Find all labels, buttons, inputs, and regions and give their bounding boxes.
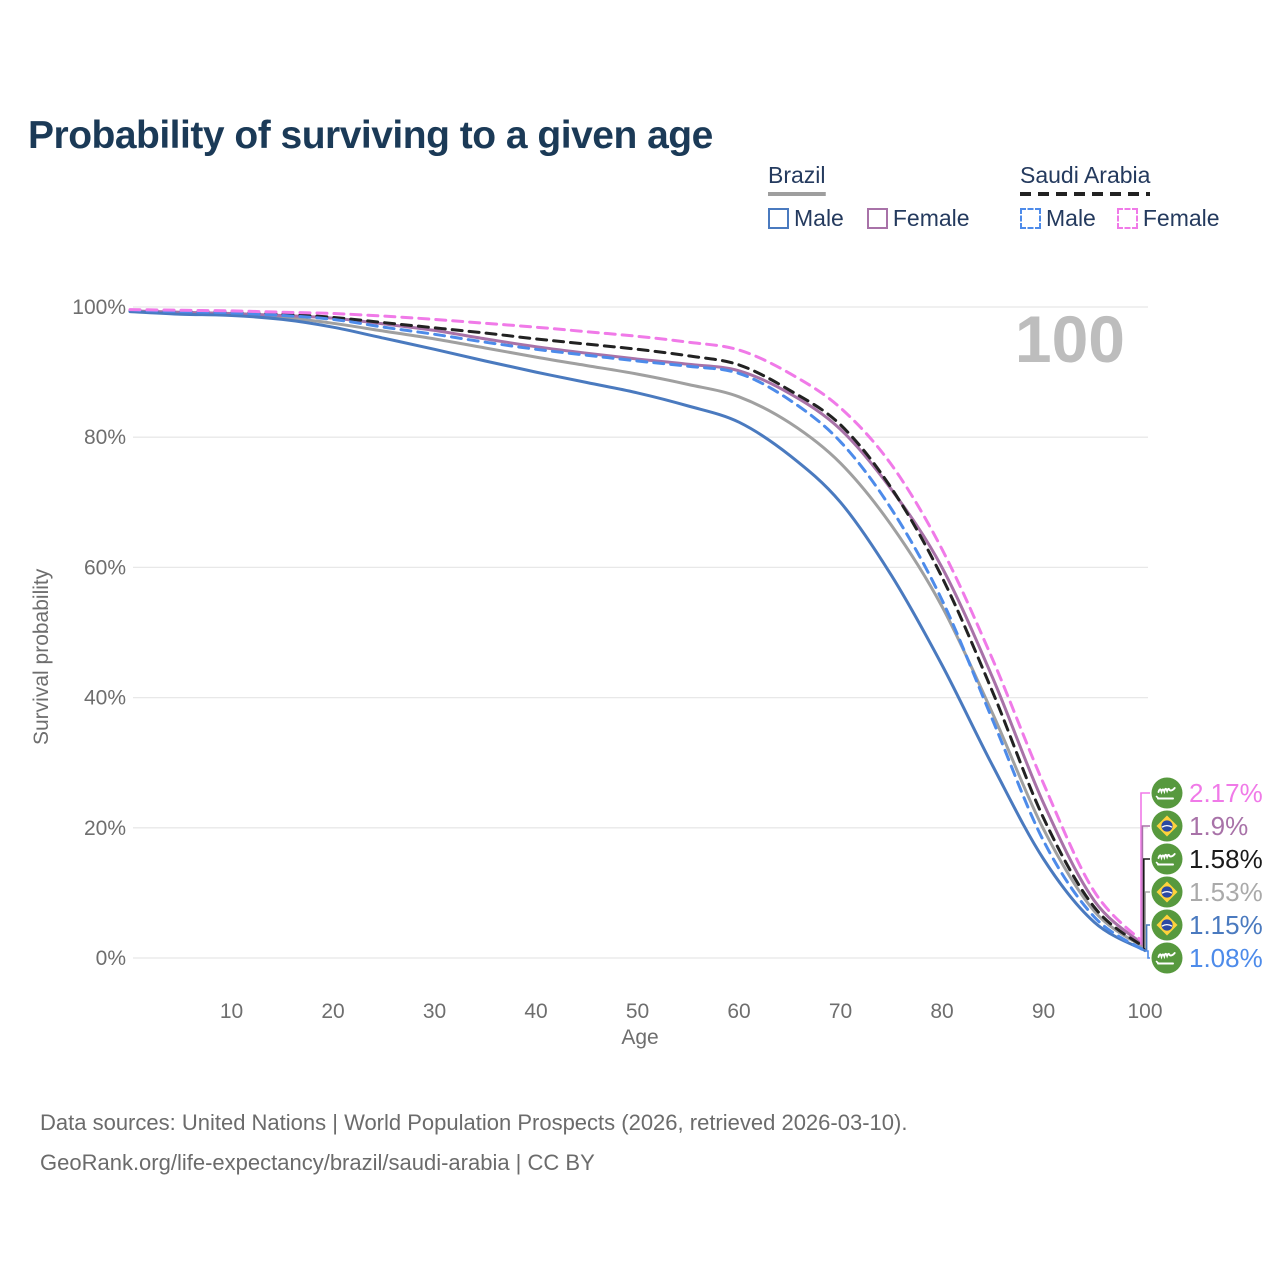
legend-swatch: [1020, 208, 1041, 229]
x-tick-label: 100: [1127, 1000, 1162, 1023]
legend-item-label: Male: [1046, 205, 1096, 231]
legend-country-label: Saudi Arabia: [1020, 162, 1151, 196]
brazil-flag-icon: [1151, 810, 1183, 842]
curve-saudi_female: [128, 308, 1147, 946]
chart-title: Probability of surviving to a given age: [28, 114, 713, 158]
legend-item-label: Male: [794, 205, 844, 231]
axis-tick-labels: 0% 20% 40% 60% 80% 100% 10 20 30 40 50 60 70 80 90 100: [72, 296, 1162, 1023]
end-label-connector: [1144, 891, 1150, 949]
curve-saudi_male: [128, 308, 1147, 953]
legend-item-brazil-female[interactable]: Female: [866, 205, 970, 232]
curve-brazil_all: [128, 309, 1147, 950]
curve-saudi_all: [128, 308, 1147, 950]
data-source-line: Data sources: United Nations | World Pop…: [40, 1110, 908, 1135]
x-tick-label: 30: [423, 1000, 446, 1023]
age-watermark: 100: [1015, 302, 1125, 376]
y-tick-label: 0%: [96, 947, 126, 970]
end-value-label: 1.9%: [1189, 811, 1248, 841]
legend-item-saudi-arabia-male[interactable]: Male: [1020, 205, 1096, 232]
legend-swatch: [866, 208, 888, 229]
x-axis-title: Age: [621, 1026, 659, 1049]
legend-group-brazil: Brazil Male Female: [768, 162, 970, 232]
y-tick-label: 40%: [84, 687, 126, 710]
y-tick-label: 20%: [84, 817, 126, 840]
end-value-label: 1.15%: [1189, 910, 1263, 940]
y-tick-label: 60%: [84, 556, 126, 579]
x-tick-label: 60: [727, 1000, 750, 1023]
source-url-line: GeoRank.org/life-expectancy/brazil/saudi…: [40, 1150, 595, 1175]
curve-brazil_male: [128, 310, 1147, 952]
legend-item-label: Female: [1142, 205, 1220, 231]
x-tick-label: 70: [829, 1000, 852, 1023]
saudi-arabia-flag-icon: [1151, 942, 1183, 974]
legend-item-label: Female: [892, 205, 970, 231]
x-tick-label: 10: [220, 1000, 243, 1023]
brazil-flag-icon: [1151, 876, 1183, 908]
saudi-arabia-flag-icon: [1151, 777, 1183, 809]
x-tick-label: 40: [524, 1000, 547, 1023]
end-value-label: 1.08%: [1189, 943, 1263, 973]
legend-group-saudi-arabia: Saudi Arabia Male Female: [1020, 162, 1220, 232]
y-tick-label: 80%: [84, 426, 126, 449]
x-tick-label: 50: [626, 1000, 649, 1023]
gridlines: [133, 306, 1148, 959]
legend-swatch: [1116, 208, 1138, 229]
end-value-label: 1.53%: [1189, 877, 1263, 907]
brazil-flag-icon: [1151, 909, 1183, 941]
end-value-label: 1.58%: [1189, 844, 1263, 874]
y-tick-label: 100%: [72, 296, 126, 319]
end-labels: 2.17%1.9%1.58%1.53%1.15%1.08%: [1140, 777, 1263, 974]
x-tick-label: 90: [1032, 1000, 1055, 1023]
saudi-arabia-flag-icon: [1151, 843, 1183, 875]
x-tick-label: 20: [321, 1000, 344, 1023]
series-lines: [128, 308, 1147, 953]
end-label-connector: [1145, 950, 1150, 959]
y-axis-title: Survival probability: [30, 568, 53, 745]
curve-brazil_female: [128, 309, 1147, 948]
legend-swatch: [768, 208, 789, 229]
x-tick-label: 80: [930, 1000, 953, 1023]
end-value-label: 2.17%: [1189, 778, 1263, 808]
legend-item-brazil-male[interactable]: Male: [768, 205, 844, 232]
legend-item-saudi-arabia-female[interactable]: Female: [1116, 205, 1220, 232]
legend-country-label: Brazil: [768, 162, 826, 196]
